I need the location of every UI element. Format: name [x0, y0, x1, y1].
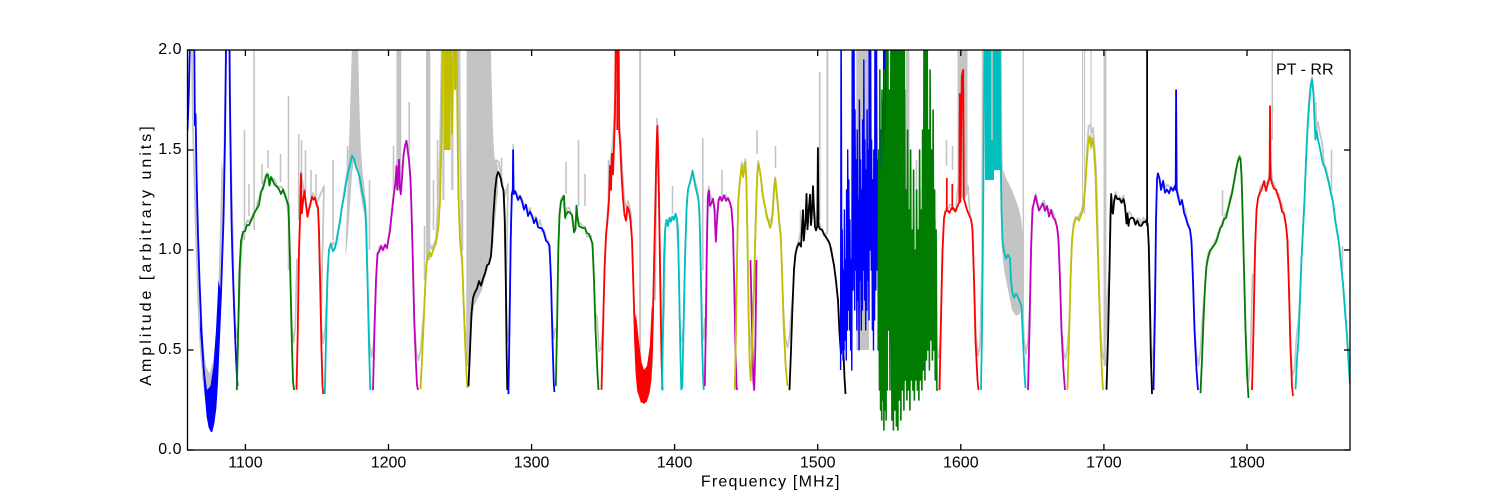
svg-text:1.5: 1.5 [158, 141, 182, 158]
svg-text:Frequency [MHz]: Frequency [MHz] [701, 474, 841, 491]
svg-text:1600: 1600 [943, 455, 979, 472]
svg-text:1700: 1700 [1086, 455, 1122, 472]
svg-text:1.0: 1.0 [158, 241, 182, 258]
svg-text:2.0: 2.0 [158, 41, 182, 58]
svg-text:1400: 1400 [657, 455, 693, 472]
svg-text:Amplitude [arbitrary units]: Amplitude [arbitrary units] [138, 123, 155, 385]
svg-text:0.0: 0.0 [158, 441, 182, 458]
svg-text:0.5: 0.5 [158, 341, 182, 358]
svg-text:1300: 1300 [514, 455, 550, 472]
svg-text:PT - RR: PT - RR [1276, 62, 1333, 79]
svg-text:1200: 1200 [371, 455, 407, 472]
svg-text:1500: 1500 [800, 455, 836, 472]
svg-text:1800: 1800 [1229, 455, 1265, 472]
svg-text:1100: 1100 [228, 455, 263, 472]
